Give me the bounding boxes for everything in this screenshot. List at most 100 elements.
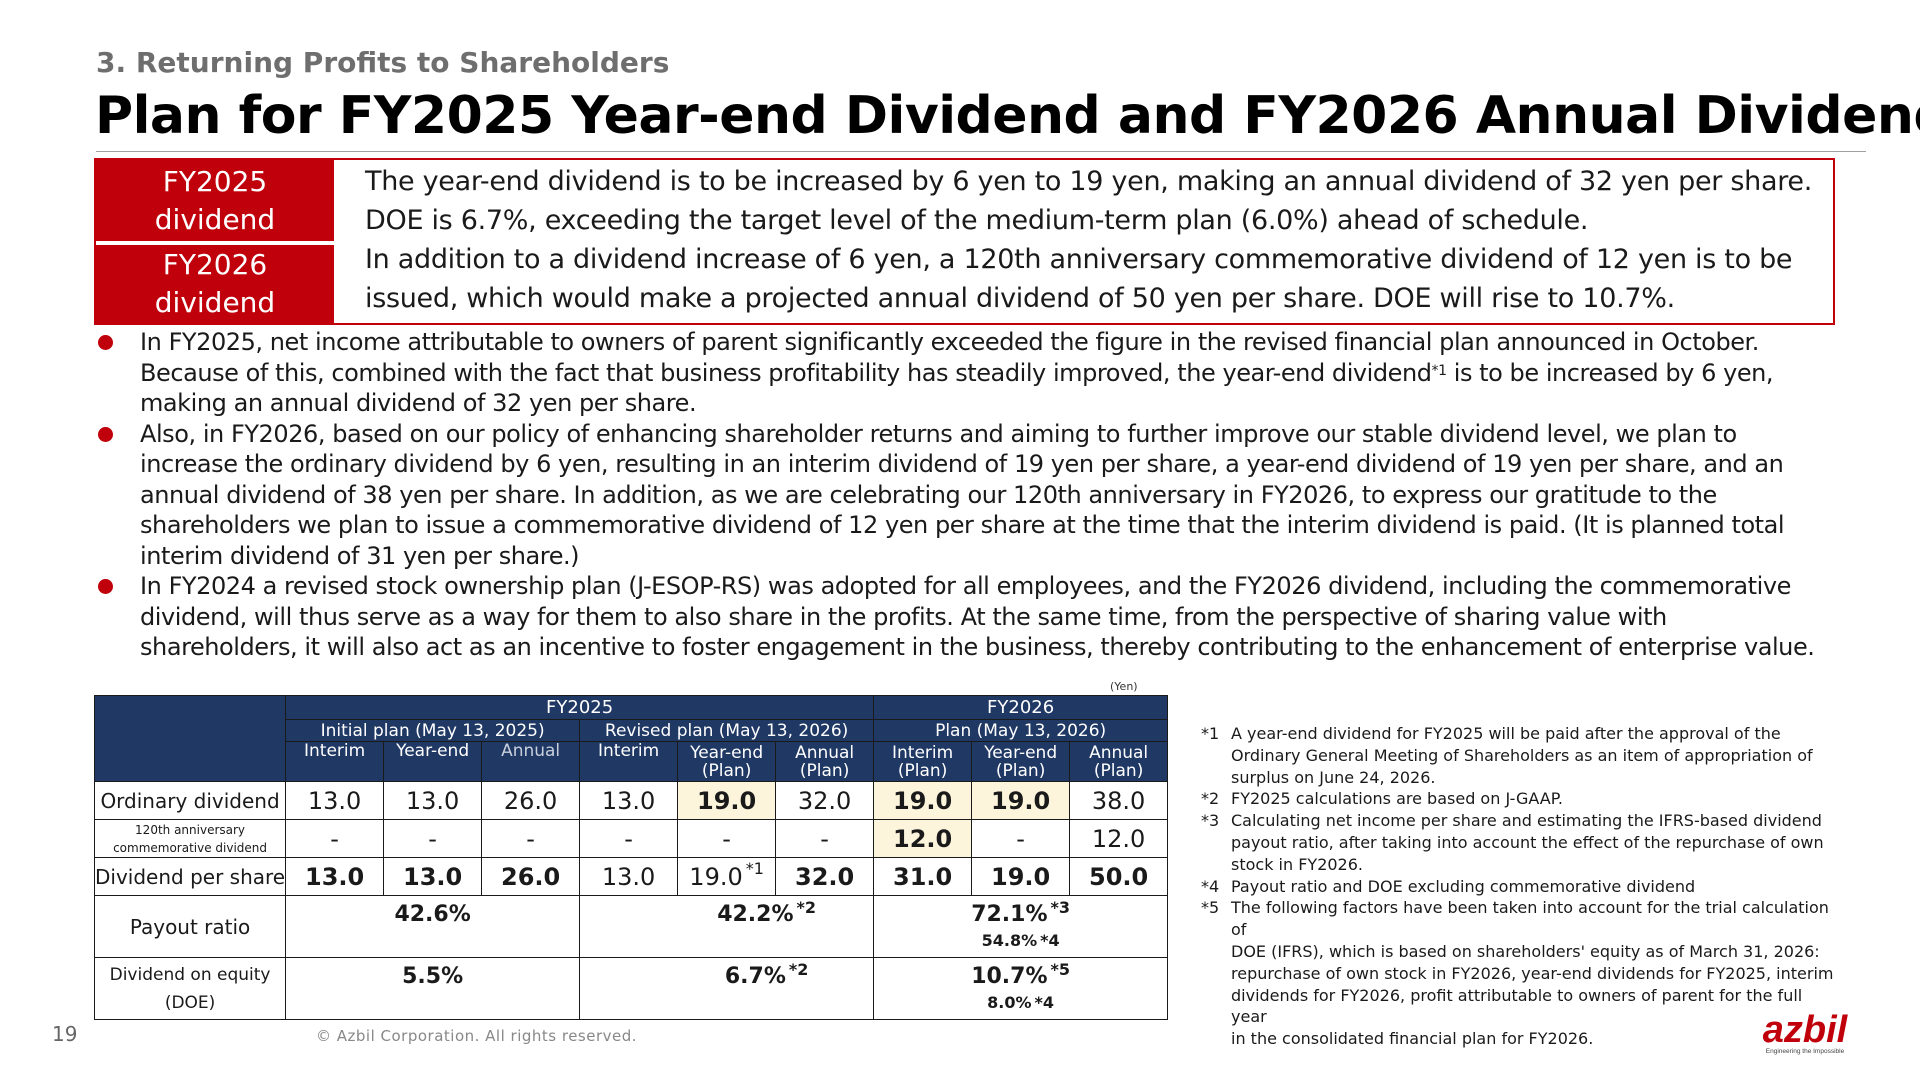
footnote-item: *3 Calculating net income per share and … <box>1201 810 1841 875</box>
col-header: Annual <box>481 741 581 782</box>
footnote-line: The following factors have been taken in… <box>1231 898 1829 940</box>
row-label-line: commemorative dividend <box>113 840 268 855</box>
table-cell: 19.0 <box>873 781 973 820</box>
payout-plan-cell: 72.1% *3 54.8% *4 <box>873 895 1169 958</box>
footnotes: *1 A year-end dividend for FY2025 will b… <box>1201 723 1841 1050</box>
footnote-line: stock in FY2026. <box>1231 854 1363 874</box>
doe-revised-cell: 6.7% *2 <box>579 957 875 1020</box>
table-cell: 50.0 <box>1069 857 1169 896</box>
table-cell: 38.0 <box>1069 781 1169 820</box>
bullet-line: shareholders, it will also act as an inc… <box>140 633 1815 661</box>
bullet-line: making an annual dividend of 32 yen per … <box>140 389 697 417</box>
summary-line: issued, which would make a projected ann… <box>365 283 1675 314</box>
col-header: Interim (Plan) <box>873 741 973 782</box>
cell-value: 54.8% <box>981 931 1038 950</box>
fy2025-dividend-label: FY2025 dividend <box>96 160 334 241</box>
footnote-line: Payout ratio and DOE excluding commemora… <box>1231 876 1696 896</box>
cell-value: 8.0% <box>987 993 1032 1012</box>
bullet-line: In FY2025, net income attributable to ow… <box>140 328 1759 356</box>
table-cell: 12.0 <box>873 819 973 858</box>
bullet-dot-icon <box>98 426 113 442</box>
table-row: Payout ratio 42.6% 42.2% *2 72.1% *3 54.8%… <box>93 895 1169 958</box>
table-cell: 19.0 <box>971 857 1071 896</box>
footnote-number: *3 <box>1201 811 1220 831</box>
footnote-ref: *1 <box>1431 362 1447 379</box>
footnote-item: *2 FY2025 calculations are based on J-GA… <box>1201 788 1841 810</box>
fy2026-dividend-label: FY2026 dividend <box>96 245 334 323</box>
footnote-number: *4 <box>1201 876 1220 896</box>
row-label-dividend-per-share: Dividend per share <box>93 857 287 896</box>
table-cell: 13.0 <box>285 781 385 820</box>
footnote-ref: *5 <box>1050 960 1071 979</box>
bullet-line: dividend, will thus serve as a way for t… <box>140 602 1667 631</box>
title-divider <box>96 151 1866 152</box>
footnote-ref: *2 <box>796 898 817 917</box>
footnote-line: in the consolidated financial plan for F… <box>1231 1029 1594 1049</box>
payout-revised-cell: 42.2% *2 <box>579 895 875 958</box>
table-cell: 32.0 <box>775 781 875 820</box>
bullet-dot-icon <box>98 579 113 594</box>
footnote-number: *1 <box>1201 724 1220 743</box>
table-row: Dividend per share 13.0 13.0 26.0 13.0 1… <box>93 857 1169 896</box>
bullet-text: is to be increased by 6 yen, <box>1446 358 1774 387</box>
row-label-commemorative-dividend: 120th anniversary commemorative dividend <box>93 819 287 858</box>
page-number: 19 <box>52 1022 78 1046</box>
table-cell: - <box>579 819 679 858</box>
payout-initial-cell: 42.6% <box>285 895 581 958</box>
copyright-notice: © Azbil Corporation. All rights reserved… <box>316 1027 638 1045</box>
table-cell: 13.0 <box>383 781 483 820</box>
page-title: Plan for FY2025 Year-end Dividend and FY… <box>95 86 1920 146</box>
footnote-ref: *3 <box>1050 898 1071 917</box>
table-cell: 13.0 <box>579 857 679 896</box>
footnote-ref: *4 <box>1034 993 1055 1012</box>
bullet-item: Also, in FY2026, based on our policy of … <box>96 419 1896 572</box>
label-line: FY2026 <box>162 248 268 281</box>
footnote-ref: *1 <box>745 858 764 878</box>
section-heading: 3. Returning Profits to Shareholders <box>96 46 670 79</box>
bullet-list: In FY2025, net income attributable to ow… <box>96 327 1896 663</box>
subgroup-initial-plan: Initial plan (May 13, 2025) <box>285 719 581 742</box>
header-corner <box>93 695 287 782</box>
doe-plan-cell: 10.7% *5 8.0% *4 <box>873 957 1169 1020</box>
footnote-line: surplus on June 24, 2026. <box>1231 767 1436 787</box>
footnote-ref: *2 <box>788 960 809 979</box>
footnote-line: dividends for FY2026, profit attributabl… <box>1231 985 1803 1027</box>
label-line: dividend <box>154 286 276 319</box>
col-header-line: Annual <box>501 741 561 761</box>
table-cell: - <box>775 819 875 858</box>
bullet-item: In FY2025, net income attributable to ow… <box>96 327 1896 419</box>
col-header-line: Interim <box>598 741 660 761</box>
footnote-item: *4 Payout ratio and DOE excluding commem… <box>1201 876 1841 898</box>
footnote-line: A year-end dividend for FY2025 will be p… <box>1231 724 1781 743</box>
logo-wordmark: azbil <box>1763 1009 1849 1051</box>
col-header-line: (Plan) <box>799 760 850 781</box>
footnote-number: *5 <box>1201 898 1220 918</box>
summary-line: In addition to a dividend increase of 6 … <box>365 244 1793 275</box>
cell-value: 42.2% <box>717 902 794 927</box>
bullet-line: In FY2024 a revised stock ownership plan… <box>140 572 1791 600</box>
row-label-line: 120th anniversary <box>135 822 246 837</box>
table-cell: 13.0 <box>579 781 679 820</box>
col-header: Interim <box>579 741 679 782</box>
bullet-line: increase the ordinary dividend by 6 yen,… <box>140 450 1784 478</box>
group-header-fy2026: FY2026 <box>873 695 1169 720</box>
dividend-table: FY2025 FY2026 Initial plan (May 13, 2025… <box>93 695 1169 1020</box>
table-cell: - <box>285 819 385 858</box>
bullet-text: Because of this, combined with the fact … <box>140 358 1432 387</box>
bullet-dot-icon <box>98 335 113 350</box>
bullet-line: Because of this, combined with the fact … <box>140 358 1896 389</box>
footnote-item: *5 The following factors have been taken… <box>1201 897 1841 1050</box>
footnote-line: repurchase of own stock in FY2026, year-… <box>1231 963 1834 983</box>
table-header-row: FY2025 FY2026 <box>93 695 1169 782</box>
summary-line: The year-end dividend is to be increased… <box>365 166 1812 197</box>
table-cell: - <box>677 819 777 858</box>
table-cell: 26.0 <box>481 857 581 896</box>
footnote-line: Calculating net income per share and est… <box>1231 811 1822 831</box>
subgroup-revised-plan: Revised plan (May 13, 2026) <box>579 719 875 742</box>
doe-initial-cell: 5.5% <box>285 957 581 1020</box>
footnote-line: DOE (IFRS), which is based on shareholde… <box>1231 941 1820 961</box>
cell-value: 5.5% <box>402 964 464 989</box>
bullet-line: annual dividend of 38 yen per share. In … <box>140 480 1717 509</box>
summary-line: DOE is 6.7%, exceeding the target level … <box>365 205 1589 236</box>
col-header-line: Year-end <box>396 741 470 761</box>
